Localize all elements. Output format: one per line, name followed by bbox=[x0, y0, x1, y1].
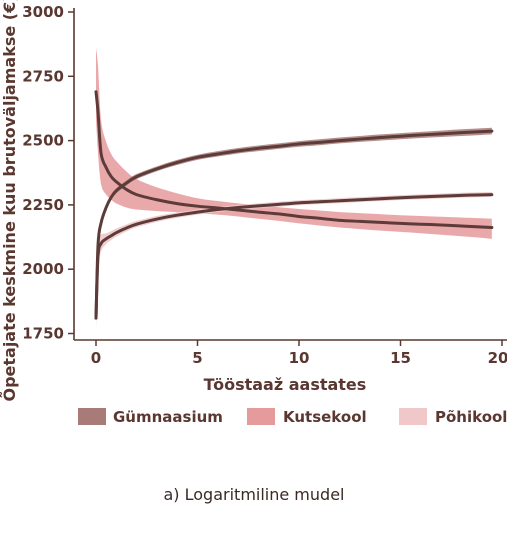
y-axis-title: Õpetajate keskmine kuu brutoväljamakse (… bbox=[0, 0, 19, 402]
legend: Gümnaasium Kutsekool Põhikool bbox=[78, 408, 507, 426]
x-tick-label: 10 bbox=[289, 349, 310, 367]
y-tick-label: 2250 bbox=[22, 196, 64, 214]
band-kutsekool bbox=[96, 48, 492, 239]
line-põhikool bbox=[94, 193, 494, 320]
legend-swatch-kutsekool bbox=[247, 408, 275, 425]
legend-label-põhikool: Põhikool bbox=[435, 408, 507, 426]
legend-label-gümnaasium: Gümnaasium bbox=[113, 408, 223, 426]
x-tick-label: 5 bbox=[192, 349, 202, 367]
y-tick-label: 2750 bbox=[22, 67, 64, 85]
figure-caption: a) Logaritmiline mudel bbox=[164, 485, 345, 504]
legend-swatch-gümnaasium bbox=[78, 408, 106, 425]
x-tick-label: 20 bbox=[488, 349, 507, 367]
x-ticks: 0 5 10 15 20 bbox=[91, 340, 507, 367]
axes bbox=[73, 8, 507, 341]
line-gümnaasium bbox=[94, 129, 494, 320]
confidence-bands bbox=[96, 48, 492, 331]
legend-label-kutsekool: Kutsekool bbox=[283, 408, 367, 426]
line-kutsekool bbox=[94, 90, 494, 230]
y-tick-label: 2500 bbox=[22, 132, 64, 150]
y-tick-label: 3000 bbox=[22, 3, 64, 21]
x-tick-label: 15 bbox=[390, 349, 411, 367]
x-axis-title: Tööstaaž aastates bbox=[204, 375, 367, 394]
y-tick-label: 1750 bbox=[22, 325, 64, 343]
y-ticks: 1750 2000 2250 2500 2750 3000 bbox=[22, 3, 74, 343]
y-tick-label: 2000 bbox=[22, 260, 64, 278]
series-lines bbox=[94, 90, 494, 320]
legend-swatch-põhikool bbox=[399, 408, 427, 425]
x-tick-label: 0 bbox=[91, 349, 101, 367]
